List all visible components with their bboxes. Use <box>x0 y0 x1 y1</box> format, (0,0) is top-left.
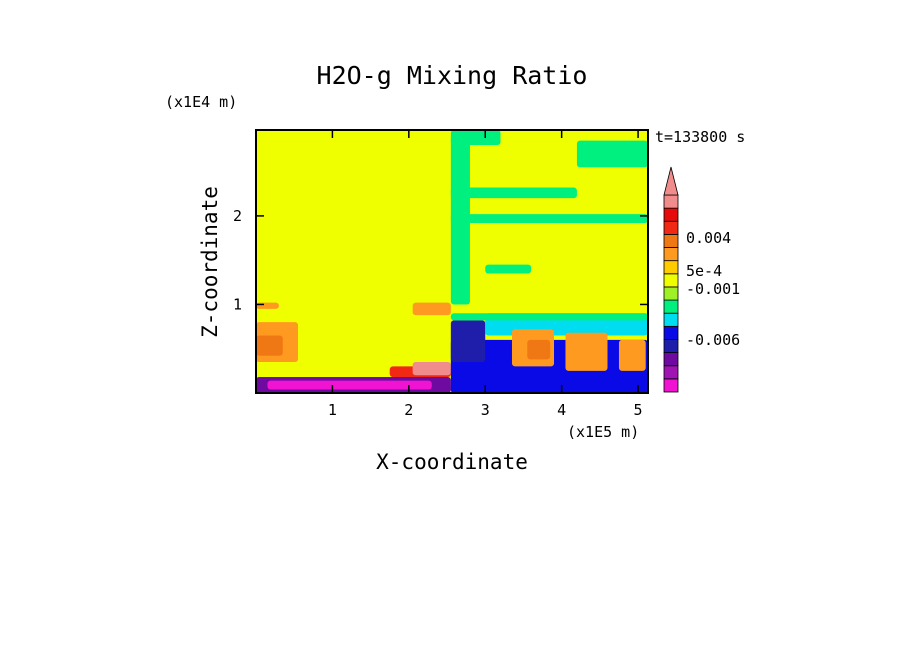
colorbar-swatch <box>663 260 679 275</box>
colorbar-swatch <box>663 352 679 367</box>
contour-region <box>450 187 577 199</box>
colorbar-label: 0.004 <box>686 229 731 247</box>
contour-region <box>450 313 648 321</box>
contour-region <box>450 382 648 393</box>
colorbar-swatch <box>663 194 679 209</box>
colorbar-label: 5e-4 <box>686 262 722 280</box>
time-label: t=133800 s <box>655 128 745 146</box>
plot-frame <box>255 129 649 394</box>
y-tick-label: 1 <box>233 295 242 313</box>
x-unit-label: (x1E5 m) <box>567 423 639 441</box>
colorbar-swatch <box>663 378 679 393</box>
colorbar-swatch <box>663 247 679 262</box>
colorbar-swatch <box>663 299 679 314</box>
colorbar-swatch <box>663 339 679 354</box>
colorbar-swatch <box>663 207 679 222</box>
colorbar-swatch <box>663 273 679 288</box>
axis-ticks: 1 2 3 4 5 1 2 <box>233 130 648 419</box>
contour-region <box>450 214 648 223</box>
colorbar-extend-arrow <box>663 166 679 196</box>
contour-region <box>450 130 501 146</box>
y-tick-label: 2 <box>233 207 242 225</box>
x-tick-label: 5 <box>634 401 643 419</box>
x-tick-label: 4 <box>557 401 566 419</box>
contour-region <box>412 302 451 316</box>
x-tick-label: 2 <box>404 401 413 419</box>
colorbar-label: -0.001 <box>686 280 740 298</box>
colorbar-swatch <box>663 365 679 380</box>
y-axis-label: Z-coordinate <box>198 186 222 338</box>
colorbar-label: -0.006 <box>686 331 740 349</box>
y-unit-label: (x1E4 m) <box>165 93 237 111</box>
colorbar-swatch <box>663 286 679 301</box>
contour-region <box>576 140 648 168</box>
x-tick-label: 3 <box>481 401 490 419</box>
colorbar-swatch <box>663 325 679 340</box>
colorbar-swatch <box>663 233 679 248</box>
colorbar-swatch <box>663 312 679 327</box>
contour-region <box>256 302 279 309</box>
contour-region <box>450 320 486 363</box>
colorbar-swatch <box>663 220 679 235</box>
x-tick-label: 1 <box>328 401 337 419</box>
contour-region <box>618 339 646 371</box>
chart-title: H2O-g Mixing Ratio <box>317 61 588 90</box>
contour-region <box>485 264 532 274</box>
x-axis-label: X-coordinate <box>376 450 528 474</box>
contour-region <box>565 332 608 371</box>
contour-regions <box>256 130 648 393</box>
contour-region <box>267 380 432 390</box>
contour-region <box>256 335 283 356</box>
contour-region <box>527 339 551 360</box>
contour-region <box>412 362 451 376</box>
